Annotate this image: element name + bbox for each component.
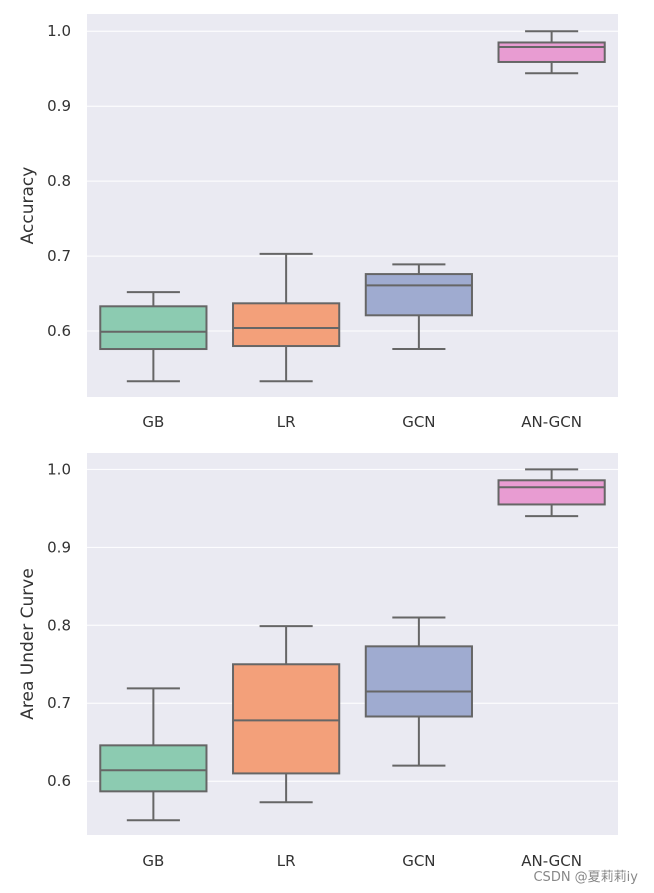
- y-tick-label: 0.6: [47, 322, 71, 340]
- y-tick-label: 0.7: [47, 247, 71, 265]
- iqr-box: [497, 41, 606, 63]
- box-lr: [232, 625, 341, 804]
- subplot-2: 0.6 0.7 0.8 0.9 1.0 Area Under Curve GB LR GCN AN…: [18, 453, 618, 870]
- box-an-gcn: [497, 468, 606, 518]
- x-tick-label: GCN: [402, 852, 435, 870]
- x-tick-label: AN-GCN: [521, 852, 582, 870]
- y-axis-label: Area Under Curve: [18, 568, 38, 720]
- box-gb: [99, 687, 208, 822]
- x-tick-label: LR: [277, 413, 296, 431]
- x-tick-label: LR: [277, 852, 296, 870]
- y-tick-label: 0.9: [47, 538, 71, 556]
- watermark: CSDN @夏莉莉iy: [533, 870, 638, 885]
- y-tick-label: 1.0: [47, 460, 71, 478]
- iqr-box: [232, 302, 341, 348]
- x-tick-label: AN-GCN: [521, 413, 582, 431]
- iqr-box: [364, 645, 473, 718]
- y-tick-label: 0.6: [47, 772, 71, 790]
- box-gcn: [364, 616, 473, 767]
- y-axis-label: Accuracy: [18, 167, 38, 245]
- iqr-box: [497, 479, 606, 506]
- iqr-box: [364, 273, 473, 317]
- y-tick-label: 0.8: [47, 172, 71, 190]
- subplot-1: 0.6 0.7 0.8 0.9 1.0 Accuracy GB LR GCN AN-GCN: [18, 14, 618, 431]
- x-tick-label: GCN: [402, 413, 435, 431]
- box-an-gcn: [497, 30, 606, 75]
- x-tick-label: GB: [142, 413, 164, 431]
- box-lr: [232, 252, 341, 383]
- y-tick-label: 0.9: [47, 97, 71, 115]
- box-gcn: [364, 263, 473, 351]
- y-tick-label: 1.0: [47, 22, 71, 40]
- iqr-box: [99, 744, 208, 793]
- y-tick-label: 0.8: [47, 616, 71, 634]
- iqr-box: [99, 305, 208, 351]
- iqr-box: [232, 663, 341, 775]
- y-tick-label: 0.7: [47, 694, 71, 712]
- x-tick-label: GB: [142, 852, 164, 870]
- box-gb: [99, 291, 208, 383]
